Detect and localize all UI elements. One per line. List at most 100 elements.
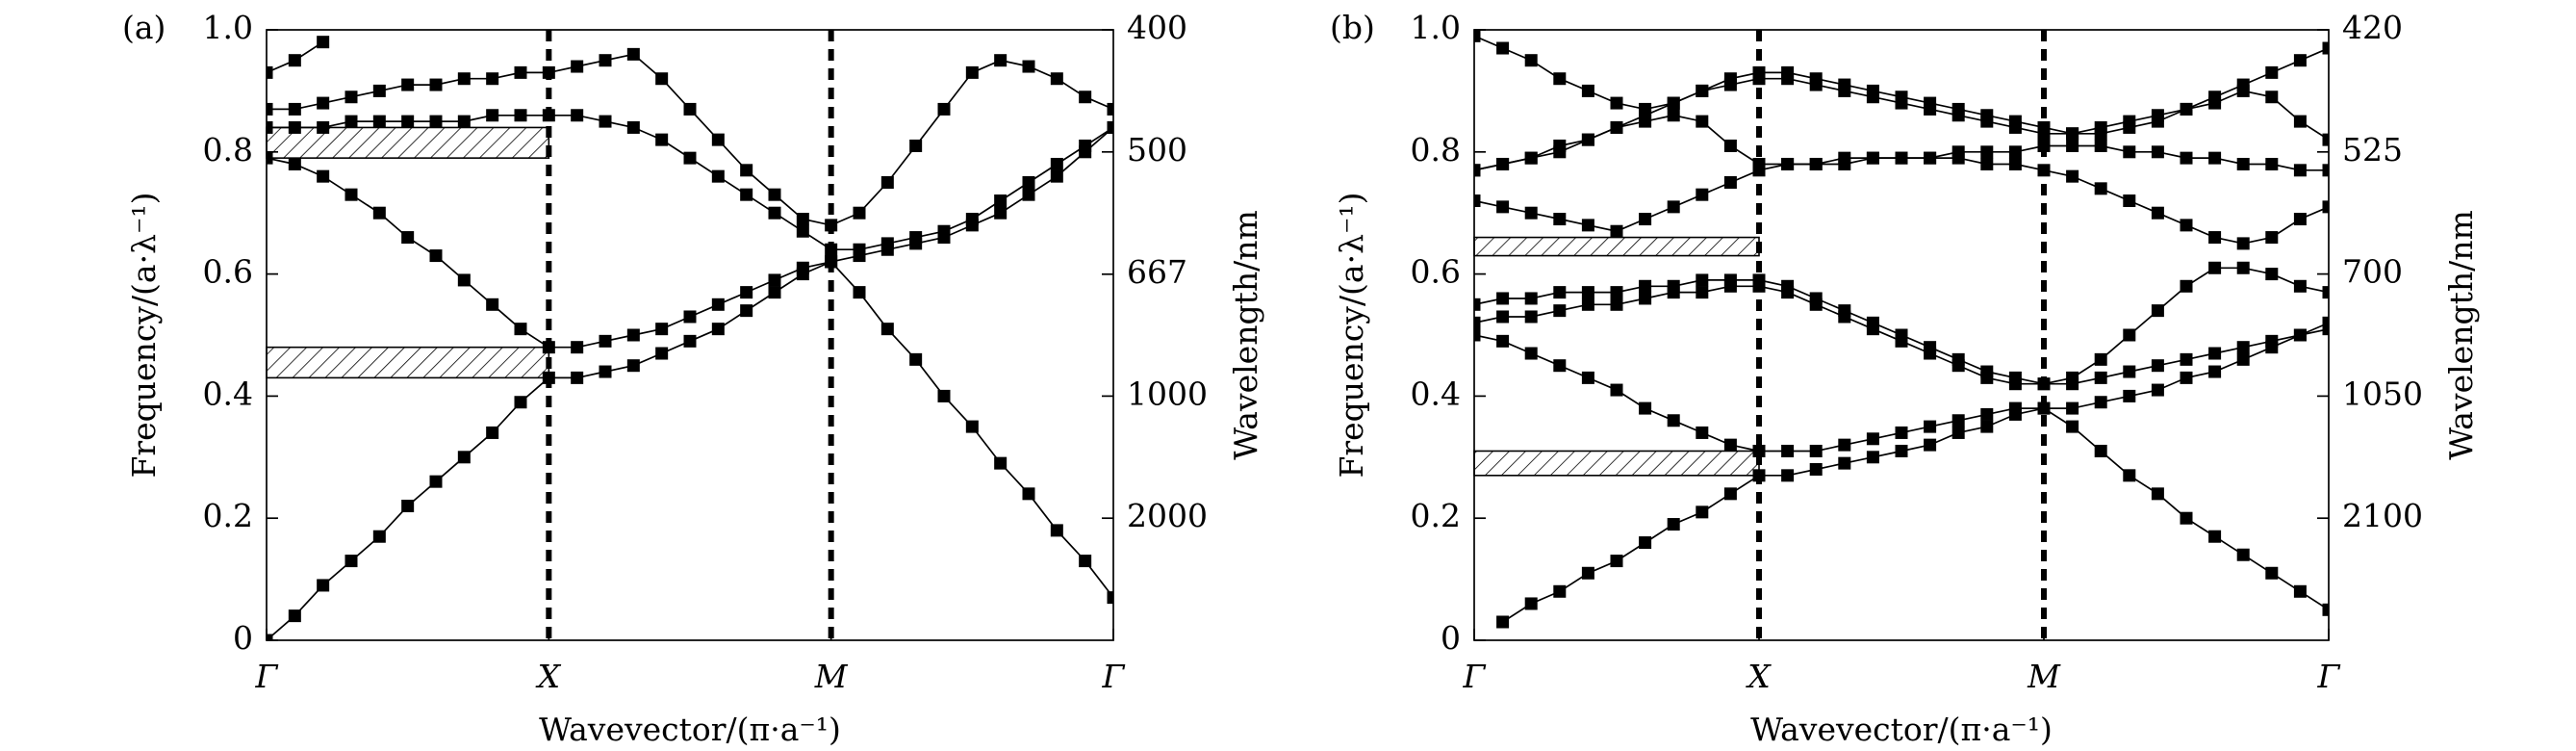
marker	[2265, 231, 2279, 245]
x-tick-label: X	[535, 658, 562, 695]
marker	[2208, 261, 2222, 274]
marker	[1980, 365, 1994, 378]
marker	[1951, 102, 1965, 116]
marker	[1553, 213, 1567, 226]
marker	[796, 261, 809, 274]
marker	[768, 273, 781, 287]
marker	[2265, 268, 2279, 281]
marker	[288, 102, 301, 116]
marker	[429, 115, 443, 128]
marker	[2037, 401, 2051, 415]
marker	[655, 72, 669, 86]
marker	[288, 54, 301, 67]
marker	[571, 341, 584, 354]
marker	[2322, 41, 2329, 55]
marker	[965, 65, 979, 79]
marker	[1022, 176, 1035, 189]
marker	[1980, 407, 1994, 421]
x-tick-label: Γ	[1102, 658, 1126, 695]
marker	[571, 60, 584, 73]
marker	[372, 115, 386, 128]
marker	[2094, 396, 2107, 409]
marker	[288, 157, 301, 170]
marker	[372, 206, 386, 220]
marker	[1553, 584, 1567, 598]
marker	[2293, 584, 2307, 598]
marker	[1866, 451, 1879, 464]
marker	[514, 396, 527, 409]
marker	[571, 109, 584, 122]
y-tick-label: 0.8	[203, 131, 253, 168]
marker	[1838, 438, 1851, 452]
marker	[655, 133, 669, 146]
marker	[1639, 401, 1652, 415]
marker	[288, 609, 301, 623]
marker	[626, 120, 640, 134]
marker	[1581, 133, 1594, 146]
x-tick-label: M	[2027, 658, 2061, 695]
marker	[1050, 524, 1063, 537]
y-tick-label: 0.2	[203, 497, 253, 534]
marker	[1895, 91, 1908, 104]
marker	[768, 286, 781, 299]
marker	[2066, 139, 2079, 152]
y-tick-label: 0.6	[1411, 253, 1461, 291]
marker	[1496, 334, 1510, 348]
marker	[740, 304, 753, 318]
marker	[1980, 157, 1994, 170]
marker	[344, 91, 358, 104]
marker	[2123, 145, 2136, 159]
marker	[2265, 157, 2279, 170]
marker	[267, 102, 273, 116]
marker	[1496, 292, 1510, 305]
marker	[317, 169, 330, 183]
marker	[2236, 78, 2250, 91]
marker	[1553, 286, 1567, 299]
marker	[1696, 115, 1709, 128]
marker	[683, 334, 697, 348]
y2-axis-title: Wavelength/nm	[2442, 210, 2480, 460]
marker	[711, 133, 725, 146]
marker	[768, 206, 781, 220]
marker	[2322, 323, 2329, 336]
marker	[2265, 334, 2279, 348]
marker	[1474, 328, 1481, 342]
marker	[2094, 352, 2107, 366]
marker	[1696, 84, 1709, 97]
marker	[2208, 91, 2222, 104]
marker	[2236, 261, 2250, 274]
x-tick-label: X	[1745, 658, 1772, 695]
band-line	[1502, 407, 2329, 623]
marker	[1496, 157, 1510, 170]
marker	[1610, 383, 1623, 397]
panel-label: (b)	[1330, 9, 1375, 46]
marker	[401, 78, 415, 91]
marker	[2236, 352, 2250, 366]
marker	[2208, 347, 2222, 360]
marker	[1524, 151, 1538, 165]
marker	[1553, 145, 1567, 159]
x-axis-title: Wavevector/(π·a⁻¹)	[539, 711, 841, 748]
marker	[994, 206, 1007, 220]
marker	[429, 475, 443, 488]
marker	[1866, 432, 1879, 446]
y-tick-label: 0	[1441, 619, 1461, 657]
marker	[2293, 213, 2307, 226]
marker	[2180, 151, 2193, 165]
marker	[1581, 286, 1594, 299]
marker	[626, 47, 640, 61]
marker	[1524, 206, 1538, 220]
panel: Γ X M Γ00.20.40.60.81.0 40050066710002000(a)…	[122, 9, 1264, 748]
marker	[1696, 426, 1709, 439]
marker	[1866, 84, 1879, 97]
marker	[2322, 200, 2329, 214]
marker	[1524, 54, 1538, 67]
marker	[2008, 145, 2022, 159]
marker	[1610, 96, 1623, 110]
marker	[853, 206, 866, 220]
marker	[2236, 341, 2250, 354]
marker	[486, 298, 499, 311]
marker	[1079, 91, 1092, 104]
marker	[1474, 316, 1481, 329]
marker	[571, 371, 584, 384]
